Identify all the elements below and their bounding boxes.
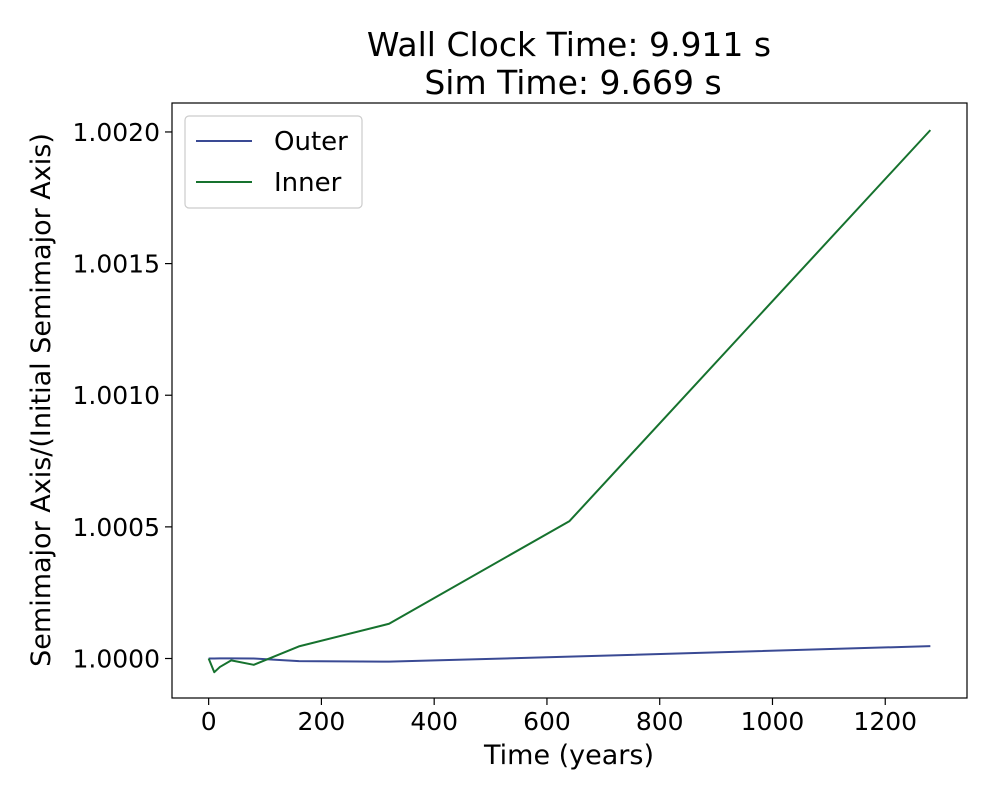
series-line-outer [208, 645, 931, 663]
tick-layer: 0 200 400 600 800 1000 1200 1.0000 1.0005 1.0010 1… [73, 118, 918, 736]
chart-title-line-2: Sim Time: 9.669 s [424, 63, 721, 102]
y-tick-label: 1.0005 [73, 513, 160, 542]
x-tick-label: 600 [523, 707, 571, 736]
legend-label-inner: Inner [274, 168, 342, 198]
plot-area-frame [171, 102, 968, 699]
y-tick-label: 1.0010 [73, 381, 160, 410]
chart-title-line-1: Wall Clock Time: 9.911 s [367, 25, 771, 64]
y-axis-label: Semimajor Axis/(Initial Semimajor Axis) [26, 133, 57, 667]
series-line-inner [207, 129, 932, 674]
y-tick-label: 1.0020 [73, 118, 160, 147]
legend-label-outer: Outer [274, 127, 348, 157]
legend-frame [184, 115, 363, 209]
x-axis-label: Time (years) [483, 740, 654, 771]
y-tick-label: 1.0000 [73, 645, 160, 674]
x-tick-label: 1200 [853, 707, 917, 736]
x-tick-label: 800 [636, 707, 684, 736]
x-tick-label: 1000 [741, 707, 805, 736]
x-tick-label: 400 [410, 707, 458, 736]
x-tick-label: 200 [298, 707, 346, 736]
x-tick-label: 0 [201, 707, 217, 736]
legend: Outer Inner [184, 115, 363, 209]
y-tick-label: 1.0015 [73, 250, 160, 279]
series-layer [207, 129, 932, 674]
